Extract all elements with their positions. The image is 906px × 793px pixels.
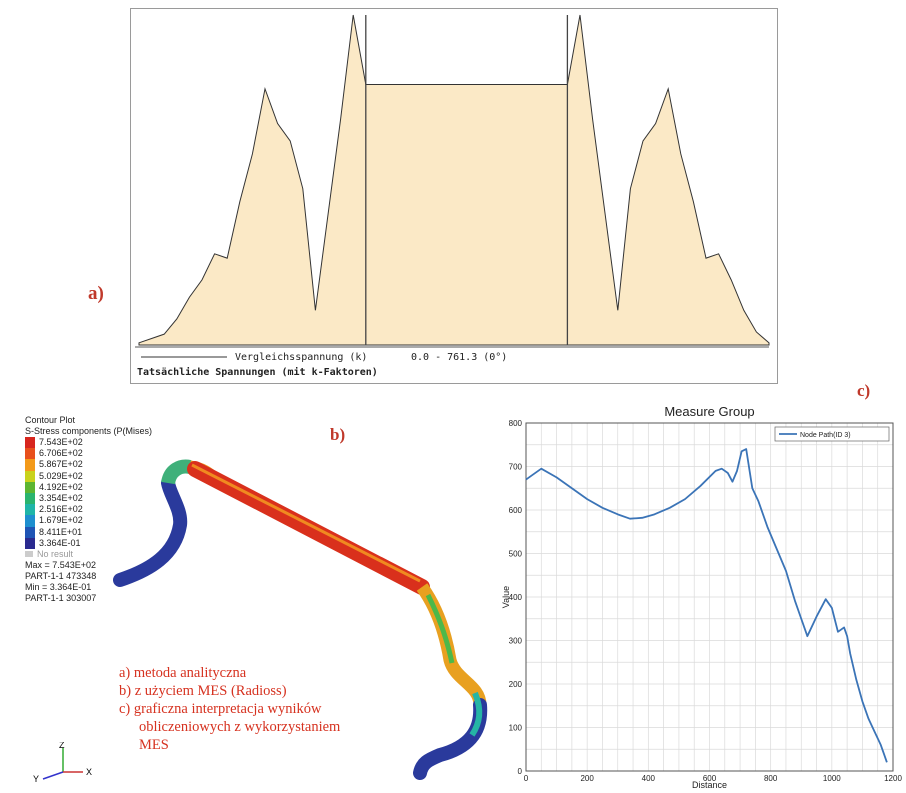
x-tick-label: 1000 bbox=[823, 774, 841, 783]
right-leg-teal bbox=[469, 691, 483, 737]
legend-box bbox=[774, 426, 890, 442]
axis-triad: Z X Y bbox=[33, 742, 92, 784]
y-tick-label: 100 bbox=[509, 724, 523, 733]
color-scale-swatch bbox=[25, 504, 35, 516]
caption-c-line3: MES bbox=[139, 737, 169, 753]
x-tick-label: 200 bbox=[580, 774, 594, 783]
color-scale-swatch bbox=[25, 481, 35, 493]
color-scale-value: 5.867E+02 bbox=[39, 459, 83, 470]
x-axis-label: X bbox=[86, 767, 92, 777]
color-scale-row: 7.543E+02 bbox=[25, 437, 152, 449]
caption-b: b) z użyciem MES (Radioss) bbox=[119, 683, 287, 699]
y-axis-label: Value bbox=[501, 586, 511, 608]
y-tick-label: 500 bbox=[509, 550, 523, 559]
right-leg bbox=[413, 698, 488, 780]
color-scale-swatch bbox=[25, 459, 35, 471]
caption-c-line2: obliczeniowych z wykorzystaniem bbox=[139, 719, 341, 735]
color-scale-row: 3.364E-01 bbox=[25, 537, 152, 549]
stress-area bbox=[138, 14, 770, 346]
color-scale-row: 8.411E+01 bbox=[25, 526, 152, 538]
color-scale-swatch bbox=[25, 515, 35, 527]
y-axis-line bbox=[42, 771, 64, 780]
y-tick-label: 200 bbox=[509, 680, 523, 689]
color-scale-row: 5.867E+02 bbox=[25, 459, 152, 471]
max-value: Max = 7.543E+02 bbox=[25, 559, 97, 570]
x-axis-label: Distance bbox=[692, 780, 727, 789]
color-scale-value: 3.364E-01 bbox=[39, 537, 81, 548]
figure-captions: a) metoda analityczna b) z użyciem MES (… bbox=[119, 664, 340, 754]
caption-c: c) graficzna interpretacja wyników bbox=[119, 701, 322, 717]
no-result-text: No result bbox=[37, 548, 74, 559]
main-bar bbox=[187, 461, 430, 595]
y-tick-label: 300 bbox=[509, 637, 523, 646]
series-line bbox=[525, 448, 888, 763]
color-scale-swatch bbox=[25, 526, 35, 538]
color-scale-row: 3.354E+02 bbox=[25, 492, 152, 505]
analytic-stress-chart: 100200300400500600700Vergleichsspannung … bbox=[109, 14, 770, 378]
y-tick-label: 700 bbox=[509, 463, 523, 472]
left-leg bbox=[113, 476, 188, 587]
x-tick-label: 400 bbox=[642, 774, 656, 783]
color-scale-row: 5.029E+02 bbox=[25, 470, 152, 482]
y-tick-label: 800 bbox=[509, 419, 523, 428]
y-tick-label: 0 bbox=[518, 767, 523, 776]
x-tick-label: 1200 bbox=[884, 774, 902, 783]
z-axis-label: Z bbox=[59, 742, 65, 750]
color-scale-value: 7.543E+02 bbox=[39, 437, 83, 448]
x-tick-label: 600 bbox=[703, 774, 717, 783]
no-result-swatch bbox=[25, 550, 33, 557]
y-axis-label: Y bbox=[33, 774, 39, 784]
y-tick-label: 400 bbox=[509, 593, 523, 602]
legend-range: 0.0 - 761.3 (0°) bbox=[411, 352, 507, 363]
color-scale: 7.543E+02 6.706E+02 5.867E+02 5.029E+02 4.19… bbox=[25, 437, 152, 549]
color-scale-swatch bbox=[25, 437, 35, 449]
no-result-label: No result bbox=[25, 549, 152, 560]
legend-label: Node Path(ID 3) bbox=[800, 432, 851, 439]
chart-title: Measure Group bbox=[664, 404, 754, 419]
plot-frame bbox=[525, 422, 894, 772]
contour-plot-legend: Contour Plot S-Stress components (P(Mise… bbox=[25, 415, 152, 604]
measure-group-chart-panel: 0 200 400 600 800 1000 1200 0 100 200 300 400 500 600… bbox=[485, 400, 905, 790]
color-scale-swatch bbox=[25, 537, 35, 549]
min-node: PART-1-1 303007 bbox=[25, 592, 97, 603]
color-scale-value: 3.354E+02 bbox=[39, 493, 83, 504]
contour-subtitle: S-Stress components (P(Mises) bbox=[25, 426, 153, 436]
color-scale-row: 2.516E+02 bbox=[25, 504, 152, 516]
color-scale-swatch bbox=[25, 470, 35, 482]
color-scale-row: 6.706E+02 bbox=[25, 448, 152, 460]
color-scale-value: 5.029E+02 bbox=[39, 470, 83, 481]
main-bar-highlight bbox=[191, 463, 421, 583]
color-scale-value: 6.706E+02 bbox=[39, 448, 83, 459]
right-bend-green bbox=[425, 593, 455, 664]
y-tick-label: 600 bbox=[509, 506, 523, 515]
label-c: c) bbox=[857, 381, 871, 400]
min-value: Min = 3.364E-01 bbox=[25, 581, 92, 592]
chart-footer: Tatsächliche Spannungen (mit k-Faktoren) bbox=[137, 366, 378, 378]
color-scale-row: 4.192E+02 bbox=[25, 481, 152, 493]
analytic-stress-chart-panel: 100200300400500600700Vergleichsspannung … bbox=[109, 8, 778, 384]
measure-group-chart: 0 200 400 600 800 1000 1200 0 100 200 300 400 500 600… bbox=[501, 404, 902, 790]
color-scale-value: 8.411E+01 bbox=[39, 526, 83, 537]
label-a: a) bbox=[88, 283, 104, 304]
color-scale-value: 2.516E+02 bbox=[39, 504, 83, 515]
contour-title: Contour Plot bbox=[25, 415, 76, 425]
max-node: PART-1-1 473348 bbox=[25, 570, 97, 581]
legend-label: Vergleichsspannung (k) bbox=[235, 352, 367, 363]
x-tick-label: 0 bbox=[524, 774, 529, 783]
color-scale-row: 1.679E+02 bbox=[25, 515, 152, 527]
color-scale-value: 4.192E+02 bbox=[39, 481, 83, 492]
fem-model-render bbox=[113, 459, 488, 780]
x-tick-label: 800 bbox=[764, 774, 778, 783]
color-scale-swatch bbox=[25, 448, 35, 460]
color-scale-swatch bbox=[25, 492, 35, 505]
caption-a: a) metoda analityczna bbox=[119, 665, 247, 681]
color-scale-value: 1.679E+02 bbox=[39, 515, 83, 526]
left-bend bbox=[161, 459, 192, 485]
label-b: b) bbox=[330, 425, 346, 444]
